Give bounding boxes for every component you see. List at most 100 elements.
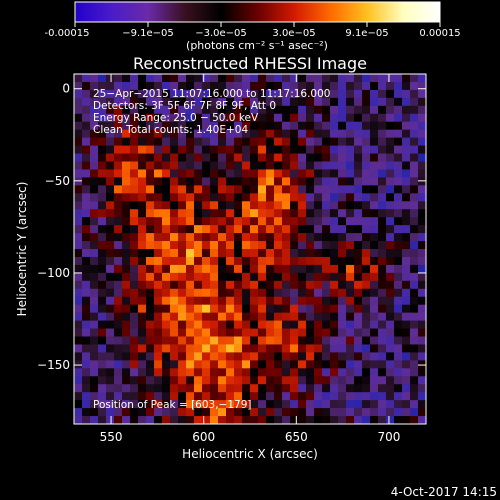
- heatmap-pixel: [394, 400, 403, 409]
- heatmap-pixel: [130, 264, 139, 274]
- heatmap-pixel: [370, 336, 379, 346]
- heatmap-pixel: [346, 336, 355, 346]
- heatmap-pixel: [274, 89, 283, 99]
- heatmap-pixel: [330, 360, 339, 369]
- heatmap-pixel: [410, 416, 419, 424]
- heatmap-pixel: [402, 344, 411, 354]
- heatmap-pixel: [226, 304, 235, 314]
- heatmap-pixel: [370, 288, 379, 298]
- heatmap-pixel: [386, 392, 395, 401]
- heatmap-pixel: [202, 153, 211, 163]
- heatmap-pixel: [346, 352, 355, 361]
- heatmap-pixel: [154, 376, 163, 385]
- heatmap-pixel: [202, 264, 211, 274]
- heatmap-pixel: [370, 225, 379, 234]
- heatmap-pixel: [154, 320, 163, 330]
- heatmap-pixel: [98, 113, 107, 123]
- heatmap-pixel: [210, 153, 219, 163]
- heatmap-pixel: [194, 177, 203, 186]
- heatmap-pixel: [298, 304, 307, 314]
- heatmap-pixel: [146, 217, 155, 226]
- heatmap-pixel: [122, 169, 131, 179]
- heatmap-pixel: [194, 368, 203, 377]
- heatmap-pixel: [338, 296, 347, 306]
- heatmap-pixel: [362, 97, 371, 107]
- heatmap-pixel: [162, 161, 171, 171]
- heatmap-pixel: [218, 145, 227, 155]
- colorbar-tick-label: −3.0e−05: [195, 28, 247, 39]
- heatmap-pixel: [138, 193, 147, 202]
- heatmap-pixel: [74, 233, 83, 242]
- heatmap-pixel: [258, 320, 267, 330]
- heatmap-pixel: [330, 185, 339, 194]
- heatmap-pixel: [354, 288, 363, 298]
- heatmap-pixel: [330, 344, 339, 354]
- heatmap-pixel: [354, 384, 363, 393]
- heatmap-pixel: [258, 169, 267, 179]
- heatmap-pixel: [346, 249, 355, 258]
- heatmap-pixel: [90, 280, 99, 290]
- heatmap-pixel: [370, 81, 379, 91]
- heatmap-pixel: [138, 241, 147, 250]
- heatmap-pixel: [274, 272, 283, 282]
- heatmap-pixel: [218, 121, 227, 131]
- heatmap-pixel: [186, 280, 195, 290]
- heatmap-pixel: [282, 145, 291, 155]
- heatmap-pixel: [74, 153, 83, 163]
- heatmap-pixel: [218, 177, 227, 186]
- heatmap-pixel: [178, 137, 187, 147]
- heatmap-pixel: [250, 145, 259, 155]
- heatmap-pixel: [370, 193, 379, 202]
- heatmap-pixel: [98, 233, 107, 242]
- heatmap-pixel: [298, 241, 307, 250]
- heatmap-pixel: [82, 129, 91, 139]
- heatmap-pixel: [386, 201, 395, 210]
- heatmap-pixel: [162, 368, 171, 377]
- heatmap-pixel: [194, 400, 203, 409]
- heatmap-pixel: [290, 185, 299, 194]
- heatmap-pixel: [354, 312, 363, 322]
- heatmap-pixel: [82, 145, 91, 155]
- heatmap-pixel: [290, 312, 299, 322]
- heatmap-pixel: [234, 280, 243, 290]
- heatmap-pixel: [346, 177, 355, 186]
- heatmap-pixel: [306, 288, 315, 298]
- heatmap-pixel: [362, 233, 371, 242]
- heatmap-pixel: [394, 416, 403, 424]
- heatmap-pixel: [322, 368, 331, 377]
- heatmap-pixel: [290, 400, 299, 409]
- heatmap-pixel: [322, 400, 331, 409]
- heatmap-pixel: [314, 392, 323, 401]
- heatmap-pixel: [338, 280, 347, 290]
- heatmap-pixel: [418, 113, 426, 123]
- heatmap-pixel: [170, 105, 179, 115]
- heatmap-pixel: [378, 97, 387, 107]
- heatmap-pixel: [402, 360, 411, 369]
- heatmap-pixel: [170, 209, 179, 218]
- heatmap-pixel: [154, 249, 163, 258]
- heatmap-pixel: [290, 105, 299, 115]
- heatmap-pixel: [90, 392, 99, 401]
- heatmap-pixel: [130, 81, 139, 91]
- heatmap-pixel: [354, 105, 363, 115]
- heatmap-pixel: [330, 304, 339, 314]
- heatmap-pixel: [122, 344, 131, 354]
- heatmap-pixel: [266, 74, 275, 83]
- heatmap-pixel: [202, 89, 211, 99]
- heatmap-pixel: [218, 296, 227, 306]
- heatmap-pixel: [306, 177, 315, 186]
- heatmap-pixel: [234, 145, 243, 155]
- heatmap-pixel: [178, 416, 187, 424]
- heatmap-pixel: [362, 408, 371, 417]
- heatmap-pixel: [90, 336, 99, 346]
- heatmap-pixel: [138, 74, 147, 83]
- heatmap-pixel: [130, 336, 139, 346]
- heatmap-pixel: [106, 233, 115, 242]
- heatmap-pixel: [282, 416, 291, 424]
- heatmap-pixel: [146, 105, 155, 115]
- heatmap-pixel: [74, 368, 83, 377]
- heatmap-pixel: [122, 272, 131, 282]
- heatmap-pixel: [114, 89, 123, 99]
- heatmap-pixel: [138, 129, 147, 139]
- heatmap-pixel: [114, 312, 123, 322]
